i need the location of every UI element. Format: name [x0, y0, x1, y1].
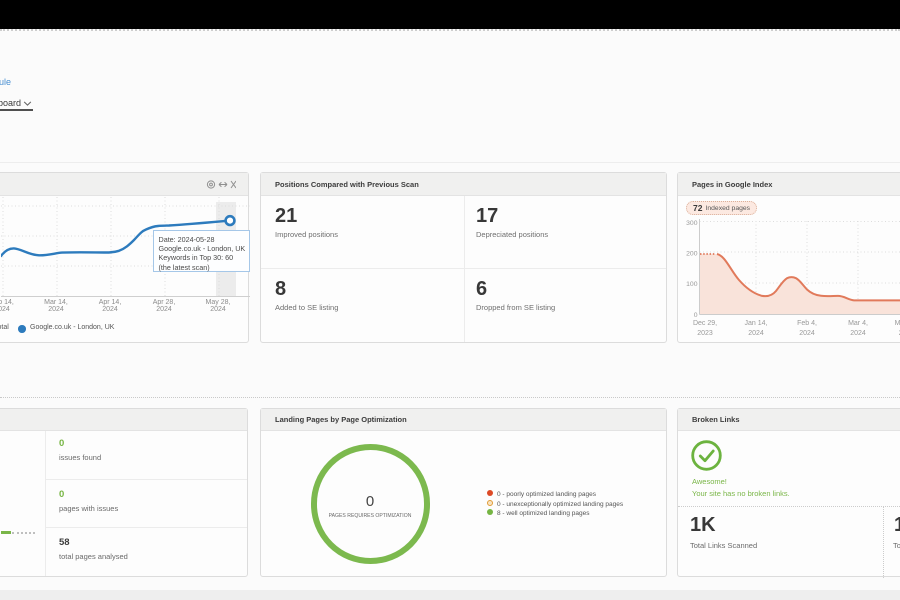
svg-text:200: 200	[686, 251, 698, 258]
svg-text:100: 100	[686, 281, 698, 288]
svg-text:300: 300	[686, 220, 698, 227]
svg-text:0: 0	[694, 312, 698, 319]
